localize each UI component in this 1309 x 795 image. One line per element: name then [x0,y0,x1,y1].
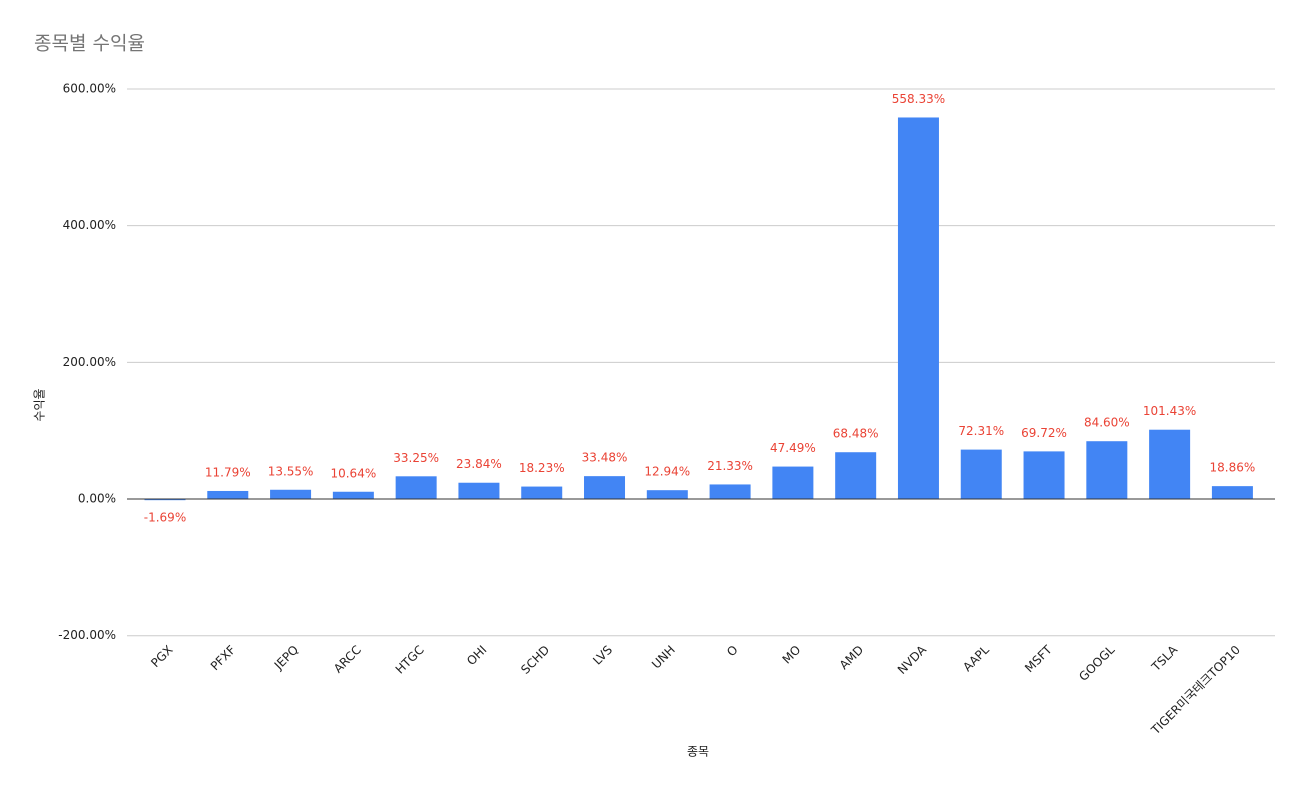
data-label: -1.69% [144,511,186,525]
y-tick-label: 600.00% [63,82,116,96]
data-label: 101.43% [1143,404,1196,418]
data-label: 72.31% [958,424,1004,438]
bar [1149,429,1191,500]
data-label: 33.25% [393,451,439,465]
data-label: 69.72% [1021,426,1067,440]
data-label: 558.33% [892,92,945,106]
data-label: 84.60% [1084,416,1130,430]
data-label: 33.48% [582,451,628,465]
data-label: 12.94% [644,465,690,479]
bar [1086,441,1128,500]
bar [772,466,814,500]
bar [458,482,500,500]
data-label: 10.64% [330,466,376,480]
bar [646,490,688,500]
bar [270,489,312,500]
y-tick-label: -200.00% [58,628,116,642]
y-axis-label: 수익율 [33,388,47,421]
data-label: 68.48% [833,427,879,441]
bar [1023,451,1065,500]
y-tick-label: 200.00% [63,355,116,369]
bar [709,484,751,500]
bar [144,499,186,501]
x-axis-label: 종목 [687,745,709,759]
bar [1211,486,1253,500]
bar [584,476,626,500]
bar [521,486,563,500]
data-label: 11.79% [205,465,251,479]
data-label: 18.23% [519,461,565,475]
y-tick-label: 0.00% [78,492,116,506]
data-label: 18.86% [1210,461,1256,475]
bar [960,449,1002,500]
data-label: 23.84% [456,457,502,471]
chart-title: 종목별 수익율 [34,33,145,55]
data-label: 47.49% [770,441,816,455]
data-label: 13.55% [268,464,314,478]
y-tick-label: 400.00% [63,218,116,232]
bar [207,490,249,500]
bar [897,117,939,500]
bar [332,491,374,500]
data-label: 21.33% [707,459,753,473]
bar [835,452,877,500]
bar [395,476,437,500]
